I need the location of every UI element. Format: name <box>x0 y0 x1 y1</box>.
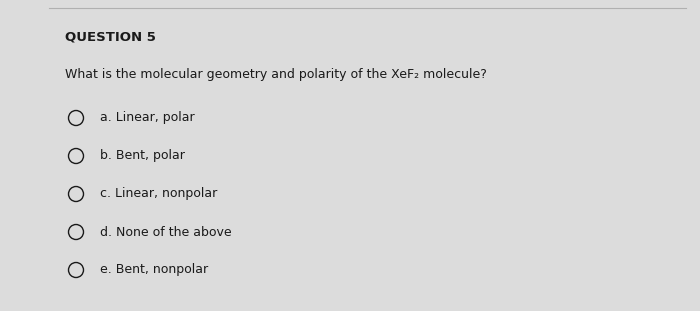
Text: c. Linear, nonpolar: c. Linear, nonpolar <box>100 188 217 201</box>
Text: QUESTION 5: QUESTION 5 <box>65 30 156 43</box>
Text: a. Linear, polar: a. Linear, polar <box>100 112 195 124</box>
Text: What is the molecular geometry and polarity of the XeF₂ molecule?: What is the molecular geometry and polar… <box>65 68 487 81</box>
Text: d. None of the above: d. None of the above <box>100 225 232 239</box>
Text: b. Bent, polar: b. Bent, polar <box>100 150 185 163</box>
Text: e. Bent, nonpolar: e. Bent, nonpolar <box>100 263 208 276</box>
